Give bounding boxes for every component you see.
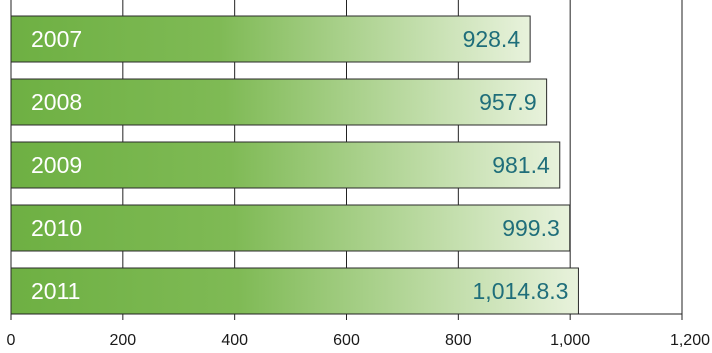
value-label-2011: 1,014.8.3	[473, 278, 569, 304]
x-axis: 0 200 400 600 800 1,000 1,200	[7, 313, 710, 349]
x-tick-label-400: 400	[221, 332, 248, 349]
x-tick-label-1000: 1,000	[550, 332, 590, 349]
category-label-2008: 2008	[31, 89, 82, 115]
x-tick-label-800: 800	[445, 332, 472, 349]
value-label-2008: 957.9	[479, 89, 537, 115]
category-label-2011: 2011	[31, 278, 80, 304]
value-label-2010: 999.3	[502, 215, 560, 241]
x-tick-label-1200: 1,200	[670, 332, 710, 349]
x-tick-label-0: 0	[7, 332, 16, 349]
bar-2007	[10, 15, 531, 63]
value-label-2007: 928.4	[463, 26, 521, 52]
x-tick-label-200: 200	[109, 332, 136, 349]
category-label-2009: 2009	[31, 152, 82, 178]
x-tick-label-600: 600	[333, 332, 360, 349]
category-label-2010: 2010	[31, 215, 82, 241]
bar-2009	[10, 141, 561, 189]
value-label-2009: 981.4	[492, 152, 550, 178]
bar-2010	[10, 204, 571, 252]
bars: 2007 928.4 2008 957.9 2009 981.4 2010 999.3 2011…	[10, 15, 579, 315]
category-label-2007: 2007	[31, 26, 82, 52]
bar-2008	[10, 78, 548, 126]
